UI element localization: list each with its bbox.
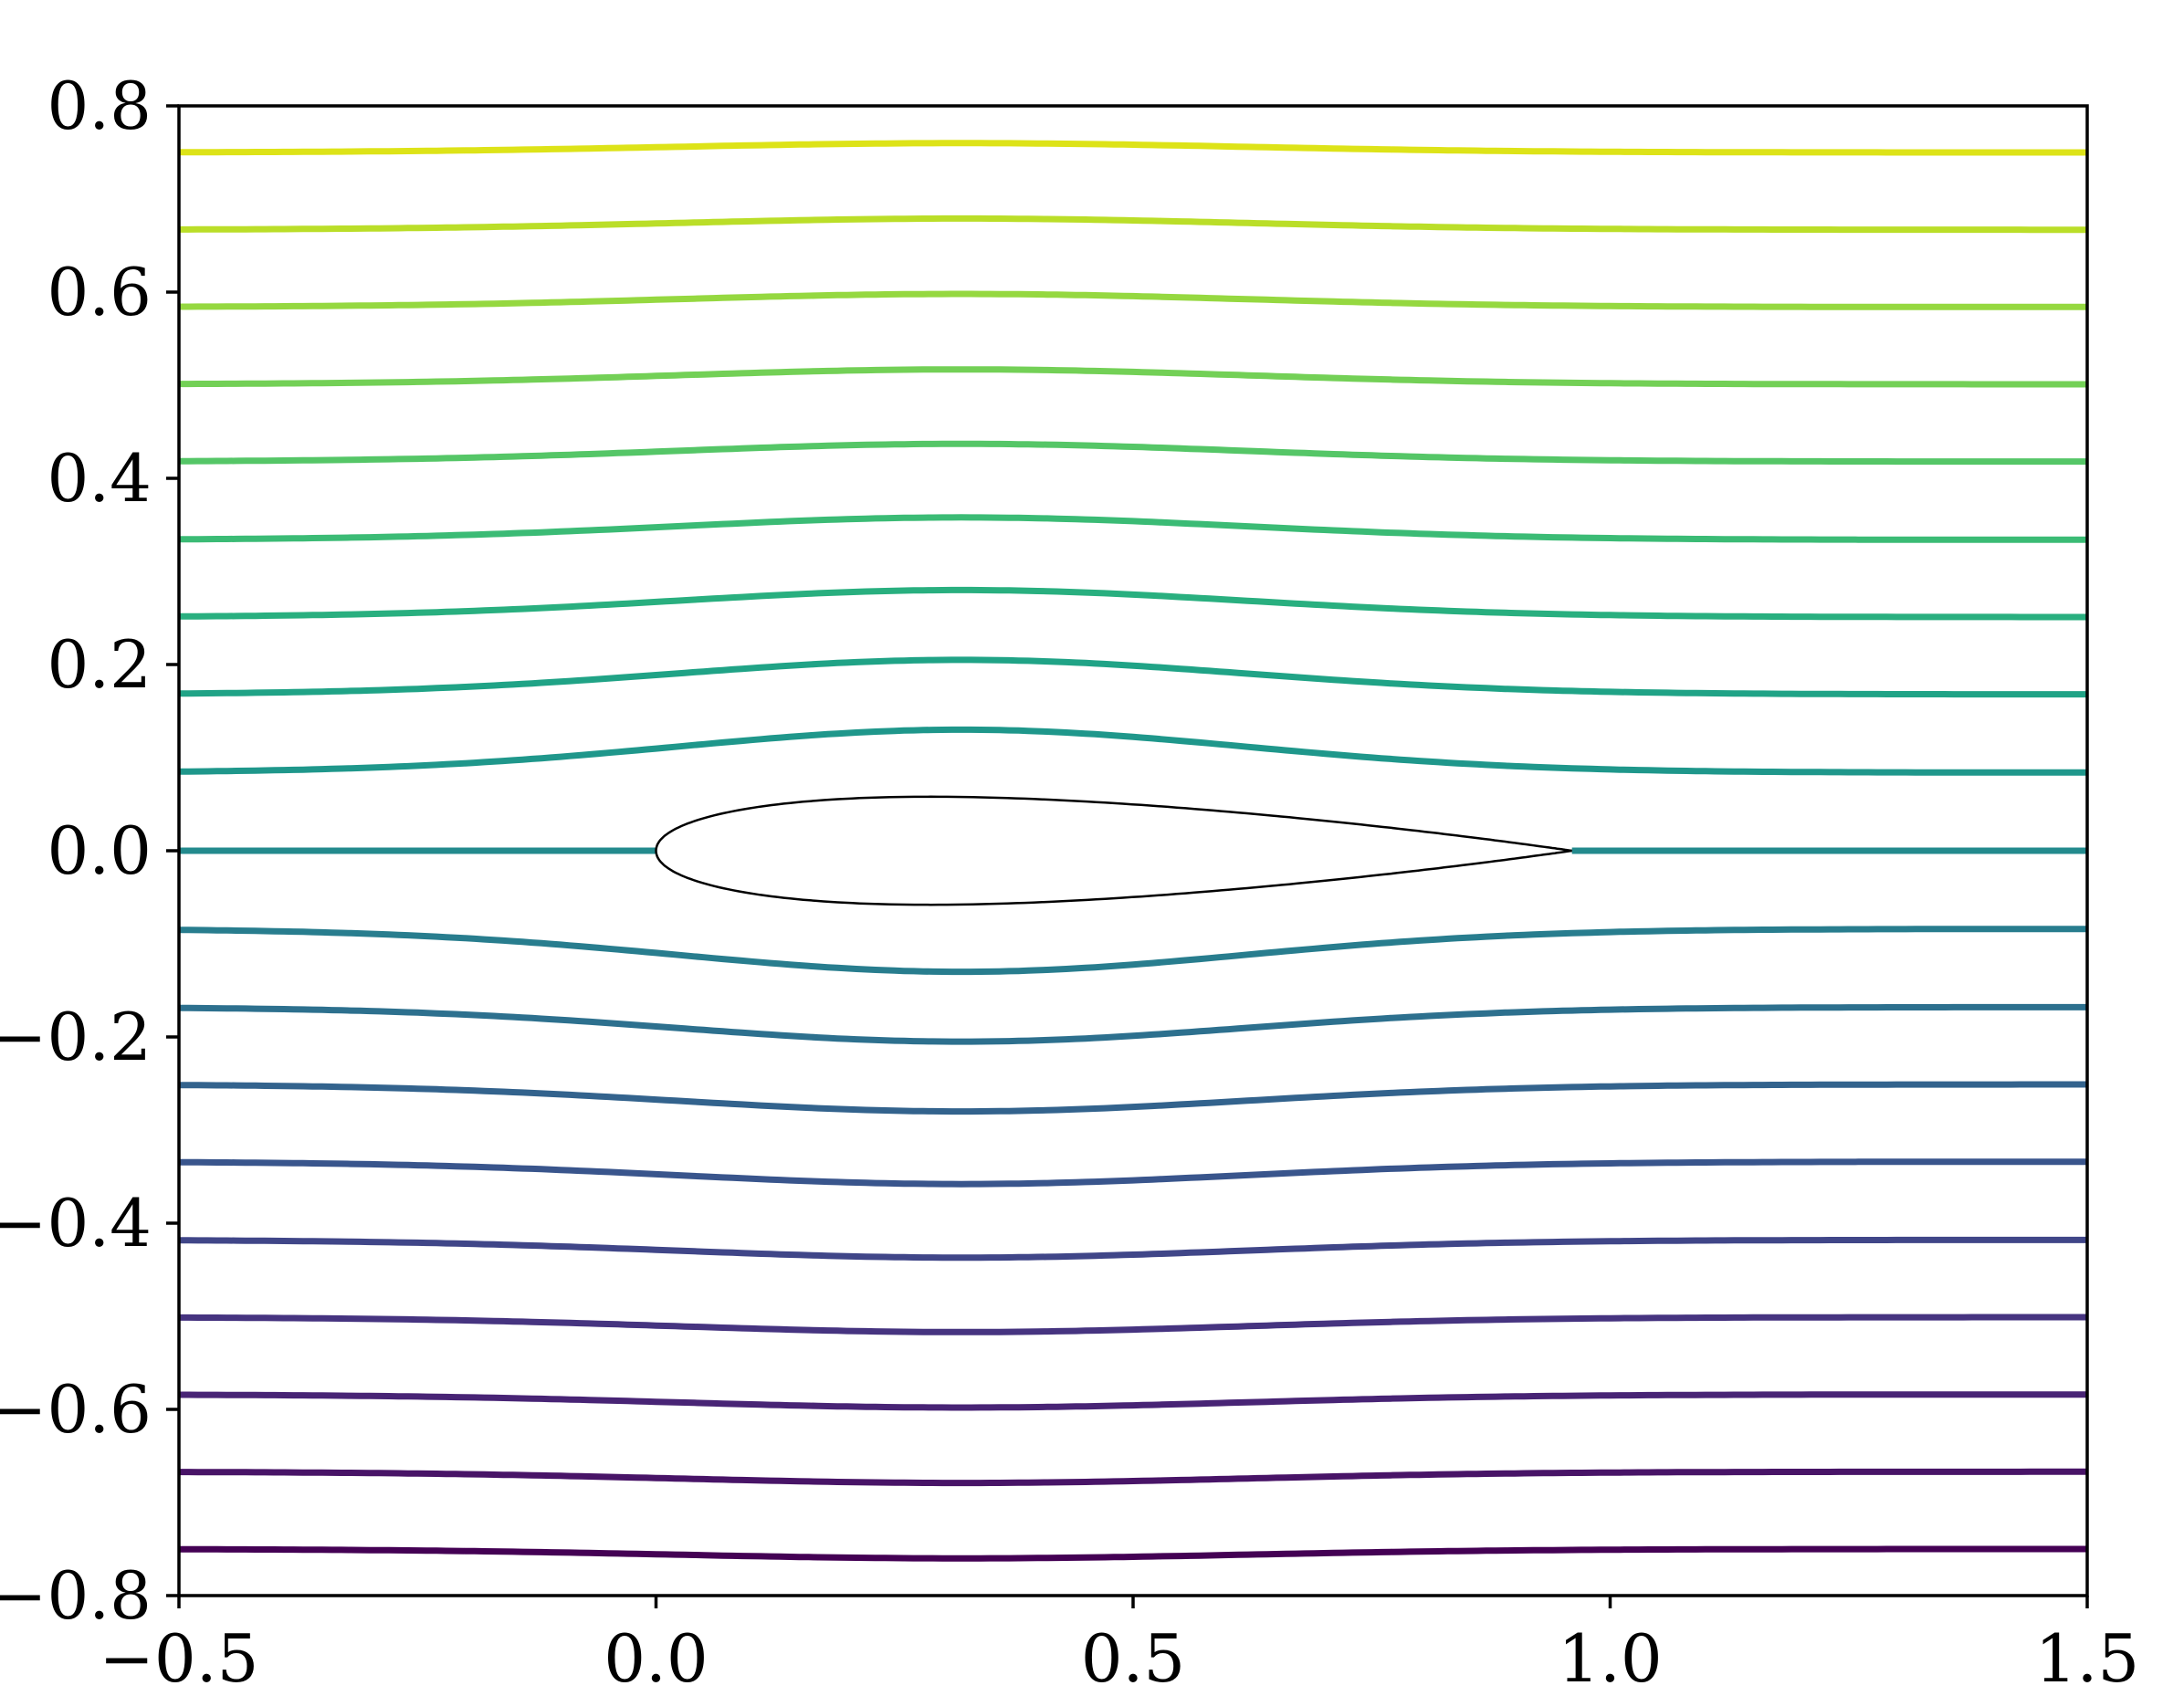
y-tick-label: 0.8 [47, 68, 152, 144]
streamline [179, 1236, 2087, 1262]
streamline [179, 1391, 2087, 1411]
airfoil-outline [655, 795, 1572, 906]
x-tick-label: 0.5 [1081, 1620, 1186, 1696]
x-tick-label: −0.5 [100, 1620, 259, 1696]
streamline [178, 926, 2087, 976]
streamline [178, 726, 2087, 776]
x-tick-label: 1.0 [1558, 1620, 1663, 1696]
streamline [179, 1468, 2087, 1487]
y-tick-label: 0.0 [47, 812, 152, 889]
streamline [179, 290, 2087, 310]
x-tick-label: 0.0 [604, 1620, 709, 1696]
streamline [178, 1003, 2087, 1045]
streamlines-group [178, 140, 2087, 1562]
streamline [179, 366, 2087, 388]
y-tick-label: −0.4 [0, 1185, 152, 1262]
y-tick-label: −0.6 [0, 1371, 152, 1448]
streamline [178, 514, 2087, 543]
streamline [179, 440, 2087, 466]
streamline [179, 1081, 2087, 1115]
y-axis: −0.8 −0.6 −0.4 −0.2 0.0 0.2 0.4 0.6 0.8 [0, 68, 179, 1634]
x-tick-label: 1.5 [2035, 1620, 2140, 1696]
streamline [179, 1314, 2087, 1335]
streamline [179, 215, 2087, 234]
streamline [178, 656, 2087, 698]
streamline [178, 1158, 2087, 1188]
y-tick-label: −0.8 [0, 1557, 152, 1634]
streamline [179, 140, 2087, 156]
x-axis: −0.5 0.0 0.5 1.0 1.5 [100, 1596, 2140, 1696]
streamline [179, 1545, 2087, 1562]
y-tick-label: −0.2 [0, 999, 152, 1075]
streamline [179, 586, 2087, 621]
y-tick-label: 0.6 [47, 254, 152, 330]
y-tick-label: 0.4 [47, 440, 152, 517]
y-tick-label: 0.2 [47, 626, 152, 703]
